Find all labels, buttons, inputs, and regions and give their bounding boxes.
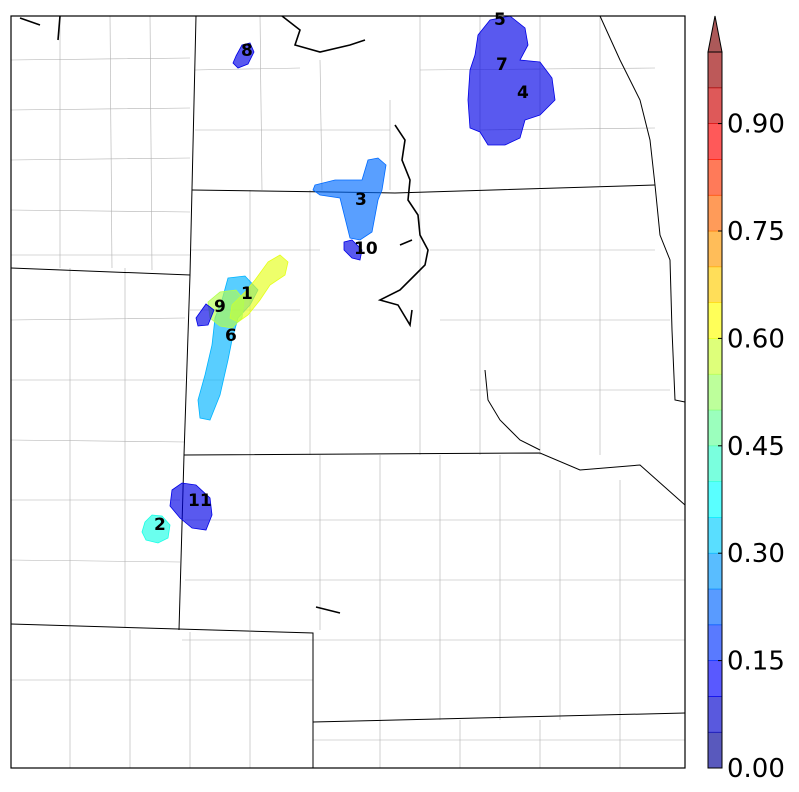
region-label-7: 7 [496,55,508,75]
region-label-3: 3 [355,190,367,210]
colorbar-bin [708,87,722,124]
colorbar-bins [708,51,722,769]
region-label-5: 5 [494,10,506,30]
colorbar-tick-label: 0.75 [727,217,785,247]
colorbar-bin [708,338,722,375]
colorbar-tick-label: 0.15 [727,647,785,677]
colorbar-bin [708,732,722,769]
colorbar-bin [708,410,722,447]
region-shape-10 [343,239,363,261]
water-features [19,15,429,614]
colorbar-bin [708,660,722,697]
colorbar-bin [708,266,722,303]
colorbar-bin [708,302,722,339]
colorbar-bin [708,195,722,232]
region-shape-4-5-7 [467,15,556,146]
region-shape-9b [195,303,215,327]
region-shape-3 [312,157,387,241]
colorbar-bin [708,52,722,89]
colorbar-bin [708,445,722,482]
colorbar-tick-label: 0.60 [727,324,785,354]
region-labels: 5 8 7 4 3 10 1 9 6 11 2 [154,10,529,535]
colorbar-frame [707,51,723,769]
region-shape-11 [169,482,213,531]
region-label-9: 9 [214,297,226,317]
colorbar-tick-label: 0.30 [727,539,785,569]
colorbar-ticks: 0.00 0.15 0.30 0.45 0.60 0.75 0.90 [718,110,785,784]
region-label-2: 2 [154,515,166,535]
colorbar-tick-label: 0.90 [727,110,785,140]
region-shape-9 [207,289,245,329]
region-label-10: 10 [354,239,378,259]
region-label-6: 6 [225,326,237,346]
colorbar-bin [708,123,722,160]
map-frame [10,15,686,769]
region-label-1: 1 [241,284,253,304]
county-lines [10,15,685,768]
region-shape-1 [229,254,289,323]
region-label-8: 8 [241,41,253,61]
colorbar-bin [708,589,722,626]
colorbar-bin [708,159,722,196]
colorbar-extend-arrow [707,15,723,53]
region-shape-2 [141,514,171,544]
region-shape-8 [232,42,255,69]
colorbar-bin [708,553,722,590]
probability-regions [141,15,556,544]
map-panel: 5 8 7 4 3 10 1 9 6 11 2 [10,10,686,769]
region-label-4: 4 [517,83,529,103]
colorbar-bin [708,374,722,411]
colorbar-bin [708,231,722,268]
colorbar-bin [708,624,722,661]
colorbar-bin [708,481,722,518]
state-boundaries [10,15,686,768]
colorbar-bin [708,696,722,733]
region-label-11: 11 [188,491,212,511]
colorbar: 0.00 0.15 0.30 0.45 0.60 0.75 0.90 [707,15,785,784]
colorbar-tick-label: 0.45 [727,432,785,462]
colorbar-bin [708,517,722,554]
colorbar-tick-label: 0.00 [727,754,785,784]
